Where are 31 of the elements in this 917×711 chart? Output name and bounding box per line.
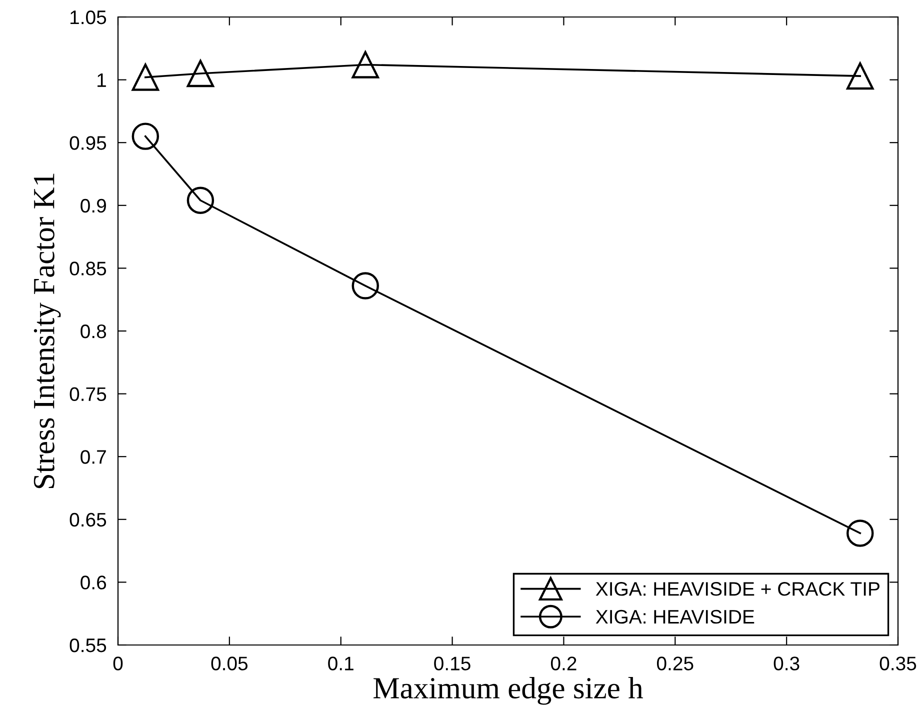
y-tick-label: 0.95 xyxy=(70,136,106,150)
y-tick-label: 1 xyxy=(98,73,106,87)
point xyxy=(186,186,214,214)
point xyxy=(132,64,160,91)
x-tick-label: 0 xyxy=(113,656,123,670)
y-tick-label: 0.6 xyxy=(80,576,106,590)
point xyxy=(352,272,379,300)
legend-label: XIGA: HEAVISIDE xyxy=(596,610,754,624)
x-tick-label: 0.1 xyxy=(328,656,354,670)
point xyxy=(352,51,379,78)
x-tick-label: 0.15 xyxy=(434,656,470,670)
x-tick-label: 0.35 xyxy=(880,656,916,670)
y-tick-label: 0.8 xyxy=(80,324,106,338)
point xyxy=(846,62,874,90)
y-tick-label: 1.05 xyxy=(70,10,106,24)
x-tick-label: 0.05 xyxy=(211,656,248,670)
y-tick-label: 0.75 xyxy=(70,387,106,402)
x-axis-title: Maximum edge size h xyxy=(374,677,643,705)
y-tick-label: 0.9 xyxy=(80,198,106,213)
y-tick-label: 0.85 xyxy=(70,262,106,276)
x-tick-label: 0.3 xyxy=(774,656,800,670)
y-tick-label: 0.7 xyxy=(80,450,106,464)
legend-label: XIGA: HEAVISIDE + CRACK TIP xyxy=(596,582,880,596)
x-tick-label: 0.2 xyxy=(550,656,576,670)
y-axis-title: Stress Intensity Factor K1 xyxy=(34,174,61,488)
y-tick-label: 0.65 xyxy=(70,512,106,527)
y-tick-label: 0.55 xyxy=(70,638,106,652)
x-tick-label: 0.25 xyxy=(656,656,694,670)
point xyxy=(132,122,160,150)
point xyxy=(846,520,874,547)
point xyxy=(186,60,214,88)
